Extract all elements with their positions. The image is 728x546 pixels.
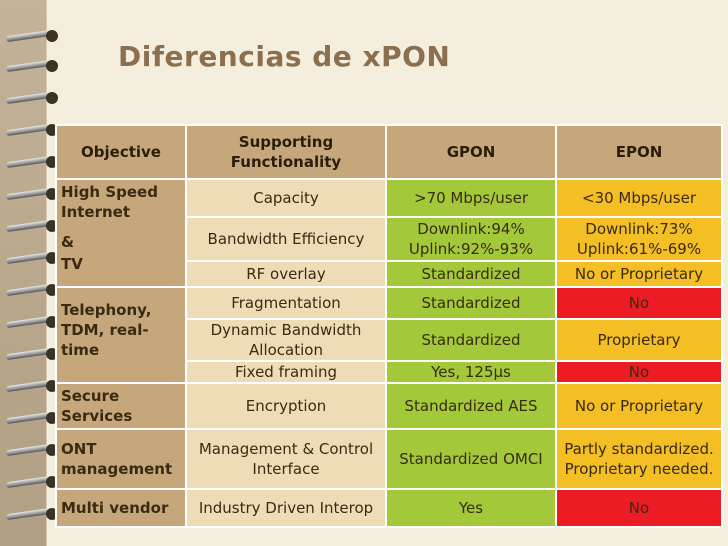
spiral-ring-icon	[5, 314, 58, 330]
epon-cell: No	[555, 286, 723, 320]
gpon-cell: Downlink:94% Uplink:92%-93%	[385, 216, 557, 262]
functionality-cell: RF overlay	[185, 260, 387, 288]
epon-cell: No or Proprietary	[555, 382, 723, 430]
slide-title: Diferencias de xPON	[118, 40, 451, 73]
header-gpon: GPON	[385, 124, 557, 180]
table-row: Telephony, TDM, real-time Fragmentation …	[55, 286, 723, 384]
gpon-cell: Standardized	[385, 260, 557, 288]
spiral-ring-icon	[5, 506, 58, 522]
spiral-ring-icon	[5, 378, 58, 394]
objective-ont: ONT management	[55, 428, 187, 490]
table-header-row: Objective Supporting Functionality GPON …	[55, 124, 723, 180]
objective-label: Telephony, TDM, real-time	[61, 301, 152, 359]
table-row: Dynamic Bandwidth Allocation Standardize…	[56, 318, 723, 362]
functionality-cell: Fixed framing	[185, 360, 387, 384]
epon-cell: No	[555, 488, 723, 528]
table-row: Multi vendor Industry Driven Interop Yes…	[55, 488, 723, 528]
gpon-cell: Yes	[385, 488, 557, 528]
table-row: High Speed Internet & TV Capacity >70 Mb…	[55, 178, 723, 288]
objective-label: High Speed Internet	[61, 183, 158, 221]
spiral-ring-icon	[5, 58, 58, 74]
functionality-cell: Industry Driven Interop	[185, 488, 387, 528]
functionality-cell: Capacity	[185, 178, 387, 218]
functionality-cell: Bandwidth Efficiency	[185, 216, 387, 262]
spiral-ring-icon	[5, 474, 58, 490]
gpon-cell: Standardized	[385, 318, 557, 362]
header-objective: Objective	[55, 124, 187, 180]
spiral-ring-icon	[5, 186, 58, 202]
table-row: Fixed framing Yes, 125µs No	[56, 360, 723, 384]
spiral-ring-icon	[5, 218, 58, 234]
gpon-cell: >70 Mbps/user	[385, 178, 557, 218]
header-functionality: Supporting Functionality	[185, 124, 387, 180]
gpon-cell: Standardized OMCI	[385, 428, 557, 490]
spiral-ring-icon	[5, 442, 58, 458]
epon-cell: No or Proprietary	[555, 260, 723, 288]
spiral-ring-icon	[5, 90, 58, 106]
epon-cell: <30 Mbps/user	[555, 178, 723, 218]
epon-cell: Proprietary	[555, 318, 723, 362]
table-row: Secure Services Encryption Standardized …	[55, 382, 723, 430]
table-row: RF overlay Standardized No or Proprietar…	[56, 260, 723, 288]
table-row: Bandwidth Efficiency Downlink:94% Uplink…	[56, 216, 723, 262]
gpon-cell: Standardized AES	[385, 382, 557, 430]
table-row: ONT management Management & Control Inte…	[55, 428, 723, 490]
header-epon: EPON	[555, 124, 723, 180]
spiral-ring-icon	[5, 28, 58, 44]
functionality-cell: Fragmentation	[185, 286, 387, 320]
spiral-ring-icon	[5, 282, 58, 298]
objective-vendor: Multi vendor	[55, 488, 187, 528]
spiral-ring-icon	[5, 154, 58, 170]
objective-telephony: Telephony, TDM, real-time	[55, 286, 187, 384]
objective-label: &	[61, 233, 75, 251]
objective-label: TV	[61, 255, 83, 273]
spiral-ring-icon	[5, 410, 58, 426]
objective-secure: Secure Services	[55, 382, 187, 430]
epon-cell: Downlink:73% Uplink:61%-69%	[555, 216, 723, 262]
spiral-ring-icon	[5, 250, 58, 266]
epon-cell: Partly standardized. Proprietary needed.	[555, 428, 723, 490]
gpon-cell: Yes, 125µs	[385, 360, 557, 384]
gpon-cell: Standardized	[385, 286, 557, 320]
functionality-cell: Encryption	[185, 382, 387, 430]
epon-cell: No	[555, 360, 723, 384]
functionality-cell: Management & Control Interface	[185, 428, 387, 490]
functionality-cell: Dynamic Bandwidth Allocation	[185, 318, 387, 362]
comparison-table: Objective Supporting Functionality GPON …	[55, 124, 723, 528]
page-margin-line	[46, 0, 47, 546]
spiral-ring-icon	[5, 122, 58, 138]
objective-internet-tv: High Speed Internet & TV	[55, 178, 187, 288]
spiral-ring-icon	[5, 346, 58, 362]
